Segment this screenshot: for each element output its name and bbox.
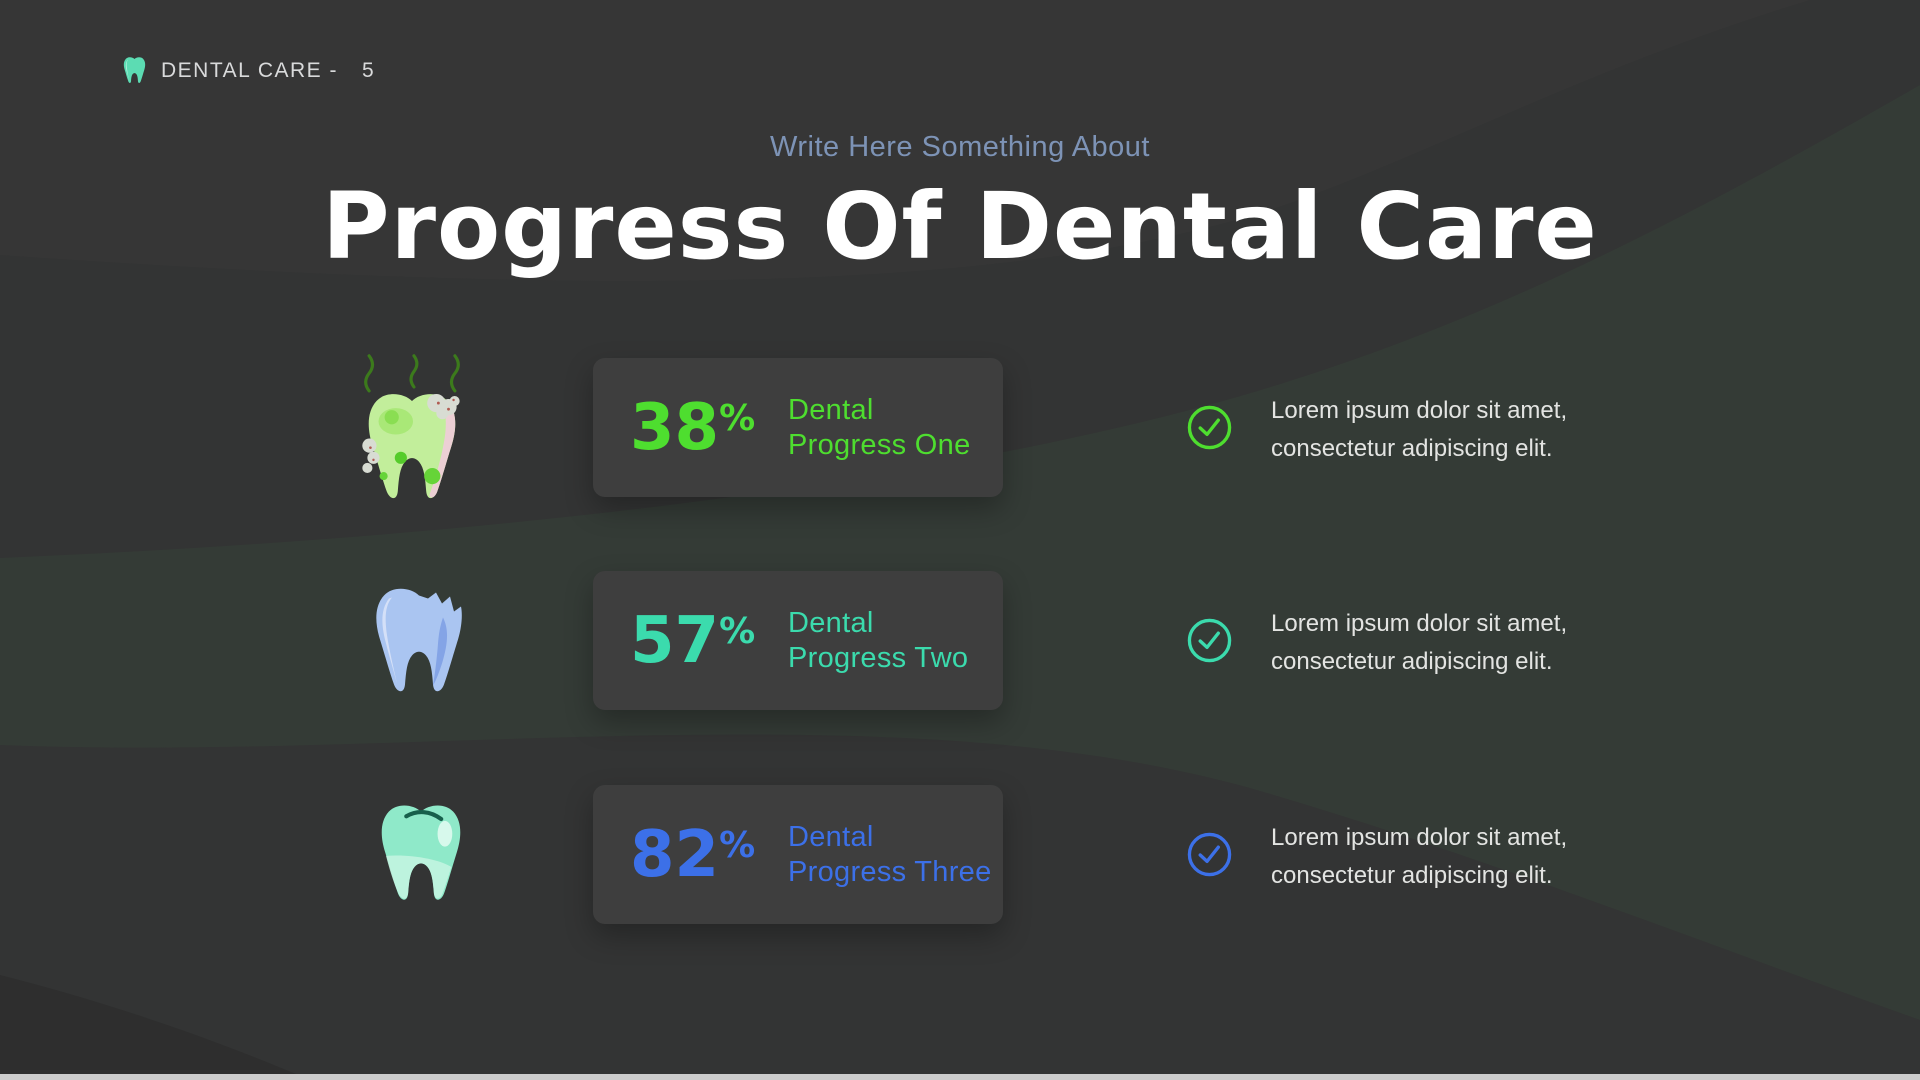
broken-tooth-illustration <box>376 588 462 692</box>
stat-percent: 38 % <box>630 390 756 465</box>
stat-percent: 82 % <box>630 817 756 892</box>
healthy-tooth-illustration <box>381 805 461 900</box>
check-circle-icon <box>1187 832 1232 877</box>
row-description: Lorem ipsum dolor sit amet, consectetur … <box>1271 824 1568 889</box>
stat-label: Dental Progress Two <box>788 606 969 674</box>
stat-card: 57 % Dental Progress Two <box>593 571 1003 710</box>
check-circle-icon <box>1187 405 1232 450</box>
tooth-icon <box>123 57 146 83</box>
kicker: Write Here Something About <box>770 131 1150 163</box>
stat-card: 82 % Dental Progress Three <box>593 785 1003 924</box>
stat-card: 38 % Dental Progress One <box>593 358 1003 497</box>
logo-label: DENTAL CARE - <box>161 58 339 82</box>
progress-row: 82 % Dental Progress Three Lorem ipsum d… <box>0 785 1920 924</box>
page-number: 5 <box>362 58 376 82</box>
progress-row: 38 % Dental Progress One Lorem ipsum dol… <box>0 354 1920 499</box>
screen-bottom-edge <box>0 1074 1920 1080</box>
decayed-tooth-illustration <box>362 354 460 499</box>
progress-row: 57 % Dental Progress Two Lorem ipsum dol… <box>0 571 1920 710</box>
stat-label: Dental Progress Three <box>788 820 992 888</box>
row-description: Lorem ipsum dolor sit amet, consectetur … <box>1271 397 1568 462</box>
stat-percent: 57 % <box>630 603 756 678</box>
stat-label: Dental Progress One <box>788 393 971 461</box>
page-title: Progress Of Dental Care <box>322 173 1598 280</box>
logo: DENTAL CARE - 5 <box>122 52 375 89</box>
check-circle-icon <box>1187 618 1232 663</box>
row-description: Lorem ipsum dolor sit amet, consectetur … <box>1271 610 1568 675</box>
